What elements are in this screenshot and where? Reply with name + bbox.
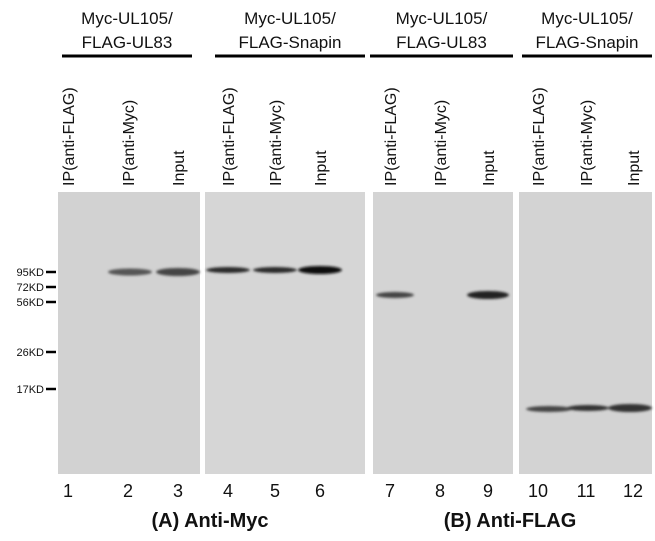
lane-label: Input [313,150,330,186]
lane-number: 8 [435,481,445,501]
group-header: FLAG-UL83 [82,33,173,52]
group-header: Myc-UL105/ [396,9,488,28]
lane-label: IP(anti-Myc) [121,100,138,186]
panel-title: (B) Anti-FLAG [444,510,577,532]
blot [519,192,652,474]
lane-number: 7 [385,481,395,501]
lane-number: 2 [123,481,133,501]
group-header: Myc-UL105/ [81,9,173,28]
panel-title: (A) Anti-Myc [151,510,268,532]
marker-label: 56KD [16,297,44,309]
lane-number: 4 [223,481,233,501]
labels: Myc-UL105/FLAG-UL83 IP(anti-FLAG) 1 IP(anti… [16,9,652,532]
lane-label: Input [481,150,498,186]
lane-label: IP(anti-Myc) [433,100,450,186]
band [253,267,297,273]
lane-number: 6 [315,481,325,501]
marker-label: 17KD [16,384,44,396]
band [467,291,509,299]
band [108,268,152,276]
lane-label: IP(anti-FLAG) [383,87,400,186]
band [206,267,250,273]
lane-label: IP(anti-FLAG) [61,87,78,186]
lane-label: IP(anti-Myc) [579,100,596,186]
lane-number: 9 [483,481,493,501]
band [567,405,609,411]
marker-label: 95KD [16,267,44,279]
group-header: Myc-UL105/ [541,9,633,28]
marker-label: 72KD [16,282,44,294]
band [298,266,342,274]
blot [205,192,365,474]
group-header: Myc-UL105/ [244,9,336,28]
lane-number: 1 [63,481,73,501]
lane-label: IP(anti-FLAG) [531,87,548,186]
bands [108,266,652,412]
blot [373,192,513,474]
lane-label: Input [626,150,643,186]
lane-number: 10 [528,481,548,501]
lane-number: 11 [577,481,596,501]
lane-number: 3 [173,481,183,501]
lane-label: Input [171,150,188,186]
lane-label: IP(anti-FLAG) [221,87,238,186]
band [608,404,652,412]
lane-number: 12 [623,481,643,501]
band [526,406,572,412]
band [156,268,200,276]
marker-label: 26KD [16,347,44,359]
group-header: FLAG-UL83 [396,33,487,52]
band [376,292,414,298]
group-header: FLAG-Snapin [536,33,639,52]
blot [58,192,200,474]
lane-label: IP(anti-Myc) [268,100,285,186]
lane-number: 5 [270,481,280,501]
group-header: FLAG-Snapin [239,33,342,52]
